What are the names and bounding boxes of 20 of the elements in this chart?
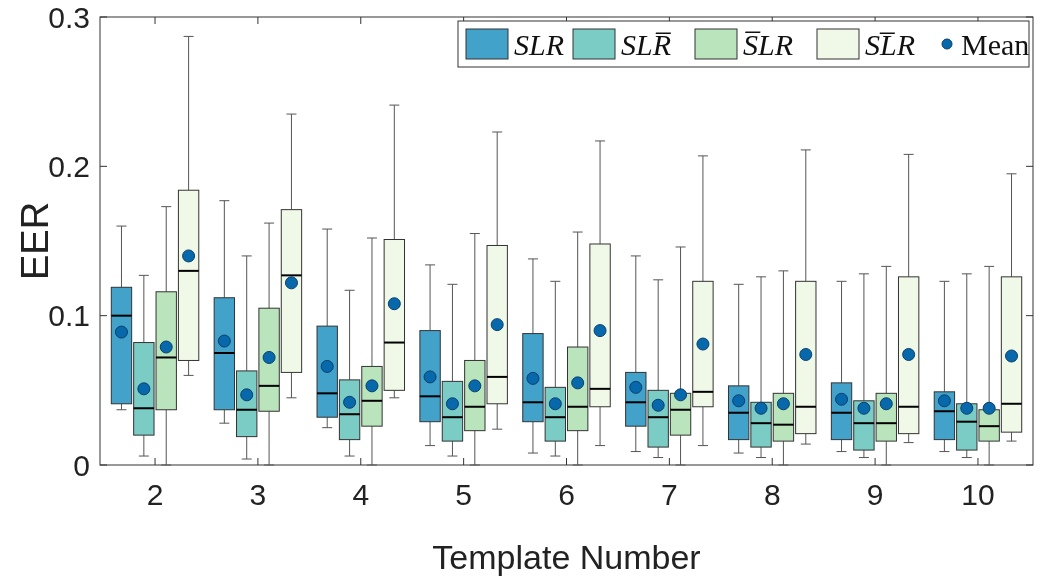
x-tick-label: 3 <box>249 478 267 511</box>
x-tick-label: 8 <box>763 478 781 511</box>
x-tick-label: 10 <box>961 478 995 511</box>
x-tick-label: 7 <box>661 478 678 511</box>
x-tick-label: 5 <box>455 478 472 511</box>
annotation: Mean <box>961 27 1030 61</box>
x-axis-title: Template Number <box>432 538 701 576</box>
y-tick-label: 0.2 <box>48 149 90 183</box>
y-tick-label: 0 <box>73 448 90 482</box>
legend-label: SL̅R <box>865 27 916 61</box>
x-tick-label: 2 <box>146 478 164 511</box>
x-tick-label: 4 <box>352 478 370 511</box>
x-tick-label: 6 <box>558 478 575 511</box>
y-tick-label: 0.1 <box>48 299 90 333</box>
legend-label: SLR̅ <box>621 27 672 61</box>
legend-label: SLR <box>514 27 565 61</box>
y-axis-title: EER <box>14 201 56 281</box>
legend-label: S̅LR <box>743 27 794 61</box>
x-tick-label: 9 <box>866 478 884 511</box>
y-tick-label: 0.3 <box>48 0 90 34</box>
